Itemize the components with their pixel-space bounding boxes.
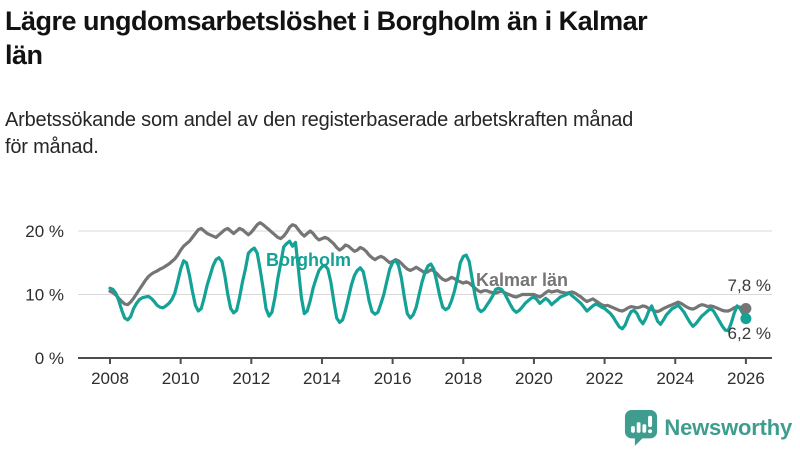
line-chart: 0 % 10 % 20 % 2008 2010 2012 2014 2016 2018 2020 2… [25, 221, 772, 388]
svg-text:10 %: 10 % [25, 286, 64, 305]
series-label-borgholm: Borgholm [266, 250, 351, 270]
svg-text:0 %: 0 % [35, 349, 64, 368]
newsworthy-wordmark: Newsworthy [664, 414, 792, 440]
svg-text:2014: 2014 [303, 369, 341, 388]
title-line-2: län [5, 40, 43, 70]
svg-text:2022: 2022 [586, 369, 624, 388]
end-value-kalmar: 7,8 % [727, 276, 771, 295]
newsworthy-logo: Newsworthy [624, 409, 792, 446]
svg-text:2010: 2010 [162, 369, 200, 388]
newsworthy-bubble-chart-icon [625, 410, 658, 446]
title-line-1: Lägre ungdomsarbetslöshet i Borgholm än … [5, 6, 648, 36]
svg-text:2024: 2024 [656, 369, 694, 388]
subtitle-line-1: Arbetssökande som andel av den registerb… [5, 109, 634, 131]
page-title: Lägre ungdomsarbetslöshet i Borgholm än … [5, 4, 785, 72]
chart-subtitle: Arbetssökande som andel av den registerb… [5, 107, 785, 161]
svg-text:2020: 2020 [515, 369, 553, 388]
end-value-borgholm: 6,2 % [727, 324, 771, 343]
svg-text:2016: 2016 [374, 369, 412, 388]
svg-text:2012: 2012 [232, 369, 270, 388]
svg-text:2026: 2026 [727, 369, 765, 388]
subtitle-line-2: för månad. [5, 136, 99, 158]
svg-text:20 %: 20 % [25, 222, 64, 241]
series-label-kalmar: Kalmar län [476, 270, 569, 290]
svg-text:2008: 2008 [91, 369, 129, 388]
svg-text:2018: 2018 [444, 369, 482, 388]
